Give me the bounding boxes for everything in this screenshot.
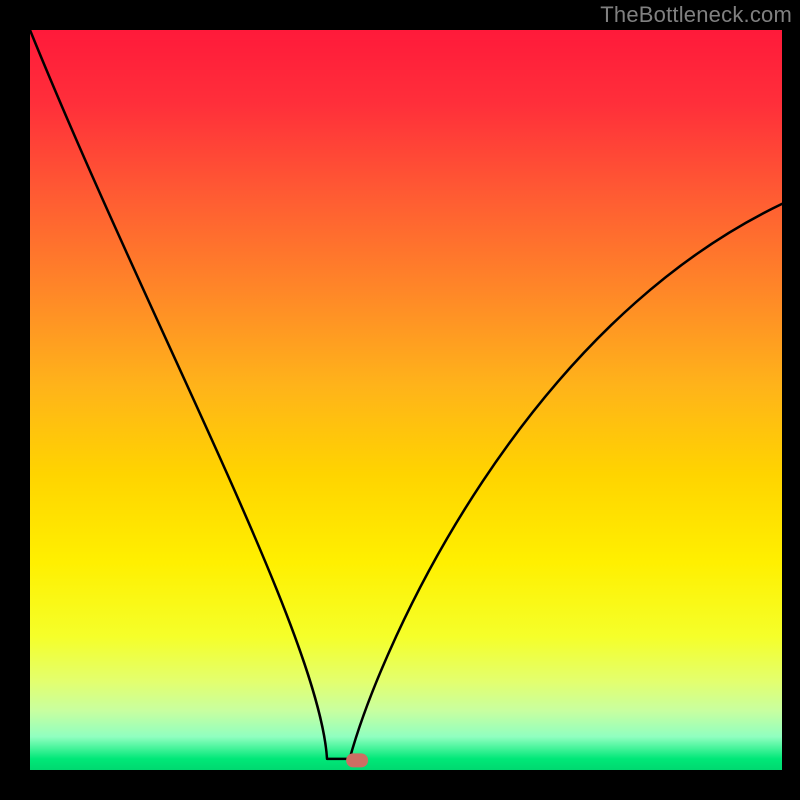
apex-marker [346, 753, 368, 767]
chart-frame: TheBottleneck.com [0, 0, 800, 800]
gradient-background [30, 30, 782, 770]
plot-area [30, 30, 782, 770]
watermark-text: TheBottleneck.com [600, 2, 792, 28]
plot-svg [30, 30, 782, 770]
